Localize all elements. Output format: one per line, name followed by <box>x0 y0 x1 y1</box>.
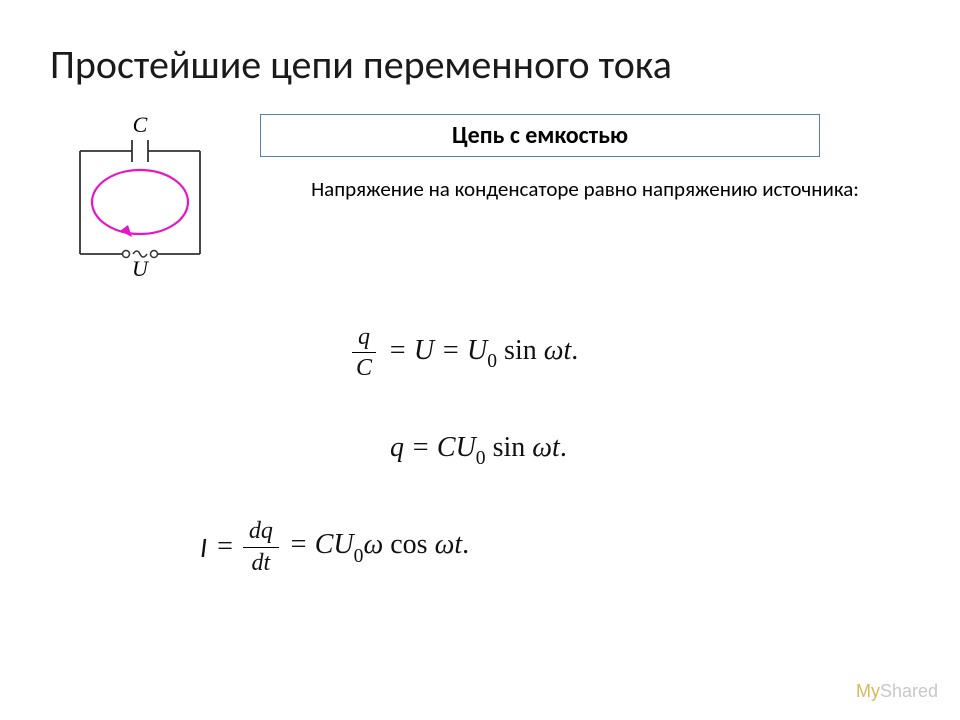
right-content: Цепь с емкостью Напряжение на конденсато… <box>260 114 910 203</box>
fraction-qc: q C <box>350 324 378 382</box>
formula-3: I = dq dt = CU0ω cos ωt. <box>200 518 910 576</box>
watermark-part2: Shared <box>880 681 938 701</box>
slide-title: Простейшие цепи переменного тока <box>50 40 910 89</box>
slide-container: Простейшие цепи переменного тока C <box>0 0 960 720</box>
svg-text:U: U <box>132 256 150 281</box>
eq3-body: = CU0ω cos ωt. <box>289 529 469 566</box>
formula-area: q C = U = U0 sin ωt. q = CU0 sin ωt. I =… <box>50 324 910 576</box>
fraction-dqdt: dq dt <box>243 518 279 576</box>
subtitle-box: Цепь с емкостью <box>260 114 820 157</box>
watermark-part1: My <box>856 681 880 701</box>
eq1-body: = U = U0 sin ωt. <box>388 335 578 372</box>
formula-1: q C = U = U0 sin ωt. <box>350 324 910 382</box>
eq3-lead: I <box>200 530 207 565</box>
content-row: C U <box>50 114 910 294</box>
circuit-diagram: C U <box>50 114 230 294</box>
eq2-body: q = CU0 sin ωt. <box>390 432 567 469</box>
subtitle-text: Цепь с емкостью <box>452 121 628 150</box>
formula-2: q = CU0 sin ωt. <box>390 432 910 469</box>
caption-text: Напряжение на конденсаторе равно напряже… <box>260 175 910 203</box>
svg-text:C: C <box>133 114 148 137</box>
watermark: MyShared <box>856 681 938 702</box>
